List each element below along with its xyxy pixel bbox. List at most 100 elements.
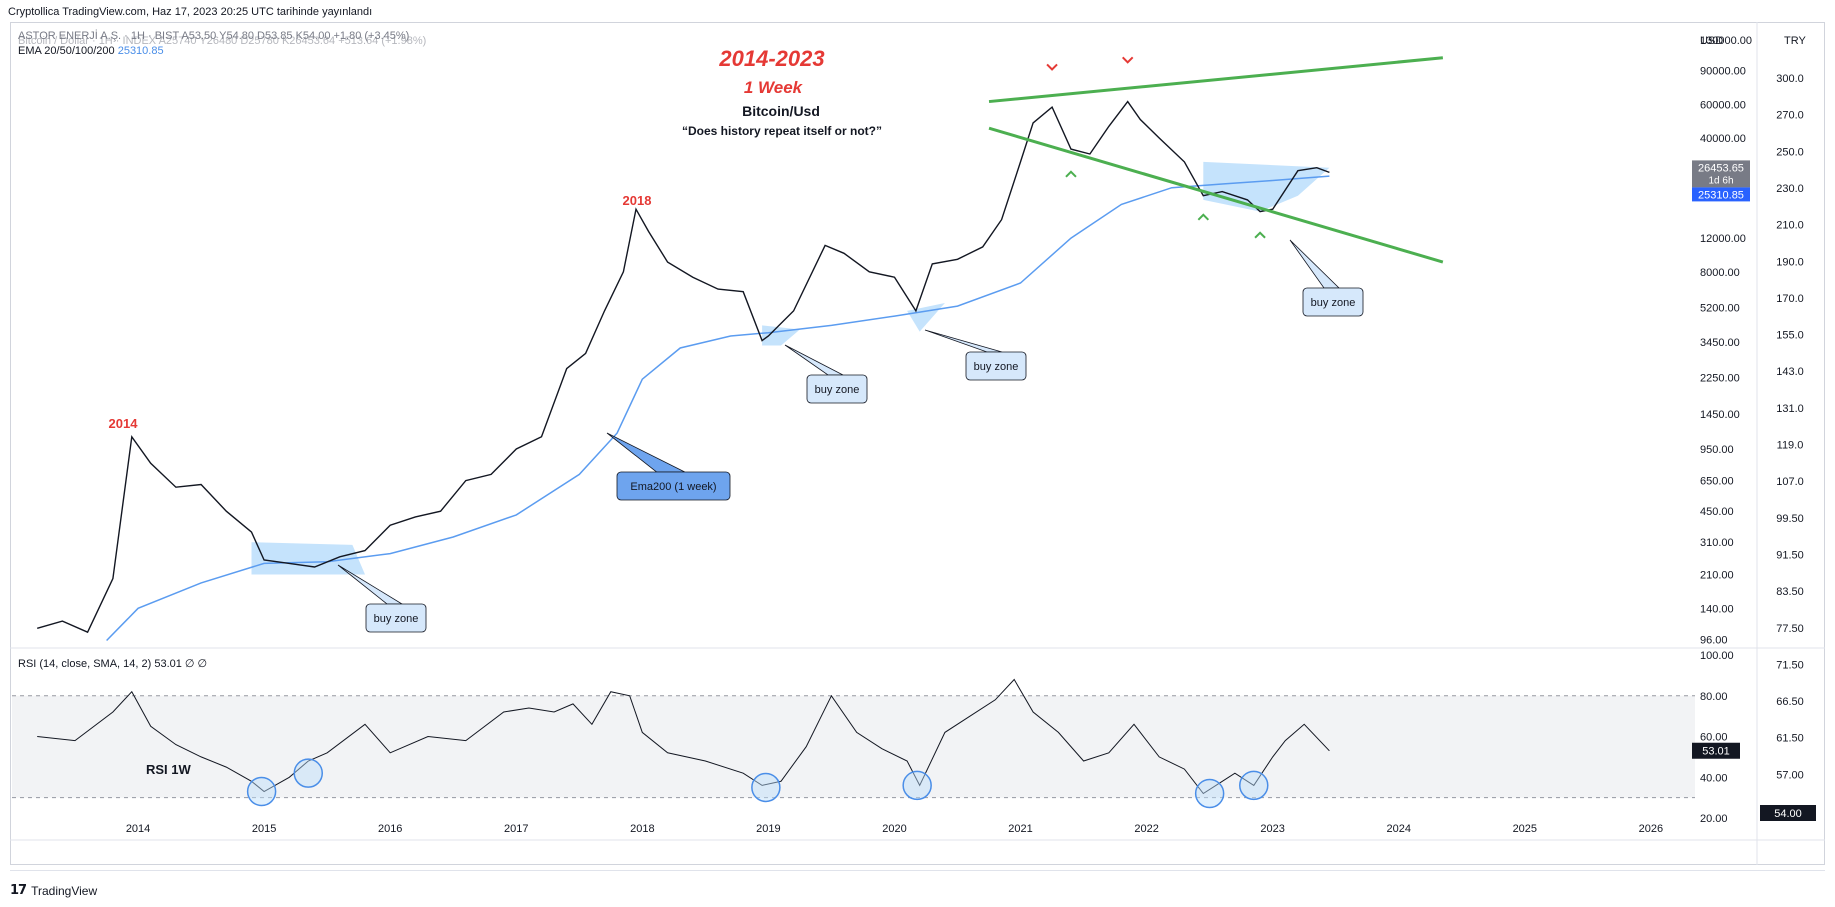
price-tick-label: 130000.00 — [1700, 35, 1752, 47]
price-tick-label: 210.00 — [1700, 570, 1734, 582]
buy-zone-callout — [365, 603, 427, 633]
price-tick-label: 8000.00 — [1700, 267, 1740, 279]
buy-zone-callout-pointer — [784, 344, 844, 376]
tradingview-logo[interactable]: 17 TradingView — [10, 883, 97, 898]
rsi-legend[interactable]: RSI (14, close, SMA, 14, 2) 53.01 ∅ ∅ — [18, 657, 207, 670]
buy-zone-callout-pointer — [337, 564, 404, 605]
title-period: 1 Week — [744, 78, 804, 97]
time-tick-label: 2020 — [882, 823, 906, 835]
rsi-plot[interactable] — [12, 678, 1695, 809]
time-tick-label: 2022 — [1134, 823, 1158, 835]
try-tick-label: 210.0 — [1776, 220, 1804, 232]
ema-legend-label: EMA 20/50/100/200 — [18, 45, 115, 57]
price-tick-label: 650.00 — [1700, 476, 1734, 488]
axes: 130000.00 90000.00 60000.00 40000.00 12000.0… — [126, 35, 1816, 835]
buy-zone-callout-pointer — [924, 329, 1003, 353]
price-tick-label: 140.00 — [1700, 603, 1734, 615]
published-caption: Cryptollica TradingView.com, Haz 17, 202… — [8, 6, 373, 18]
symbol-line: ASTOR ENERJİ A.Ş. · 1H · BIST A53.50 Y54… — [18, 30, 410, 42]
price-tick-label: 950.00 — [1700, 444, 1734, 456]
time-tick-label: 2021 — [1008, 823, 1032, 835]
price-tick-label: 5200.00 — [1700, 303, 1740, 315]
price-tick-label: 450.00 — [1700, 506, 1734, 518]
oversold-circle — [1194, 778, 1225, 809]
buy-zone-area — [907, 303, 945, 332]
ema-callout-label: Ema200 (1 week) — [630, 481, 716, 493]
tv-brand: TradingView — [31, 883, 98, 898]
try-tick-label: 155.0 — [1776, 330, 1804, 342]
rsi-tick-label: 40.00 — [1700, 772, 1728, 784]
price-tick-label: 40000.00 — [1700, 133, 1746, 145]
time-tick-label: 2026 — [1639, 823, 1663, 835]
ema-callout — [616, 471, 731, 501]
time-tick-label: 2015 — [252, 823, 276, 835]
rsi-legend-text: RSI (14, close, SMA, 14, 2) 53.01 ∅ ∅ — [18, 658, 208, 670]
price-tick-label: 2250.00 — [1700, 372, 1740, 384]
try-tick-label: 170.0 — [1776, 293, 1804, 305]
top-marker-icon — [1046, 63, 1058, 71]
last-price-badge — [1692, 160, 1750, 188]
price-axis-unit: USD — [1700, 35, 1723, 47]
last-price-value: 26453.65 — [1698, 162, 1744, 174]
try-tick-label: 270.0 — [1776, 110, 1804, 122]
rsi-1w-label: RSI 1W — [146, 762, 192, 777]
buy-zone-callout-label: buy zone — [815, 384, 860, 396]
symbol-legend-overlay: Bitcoin / Dollar · 1H · INDEX A25740 Y26… — [18, 35, 426, 47]
rsi-last-badge — [1692, 742, 1740, 759]
time-tick-label: 2014 — [126, 823, 150, 835]
rsi-tick-label: 20.00 — [1700, 813, 1728, 825]
try-tick-label: 119.0 — [1777, 440, 1804, 452]
bottom-marker-icon — [1197, 213, 1210, 221]
oversold-circle — [246, 776, 277, 807]
title-years: 2014-2023 — [718, 46, 824, 71]
time-tick-label: 2023 — [1260, 823, 1284, 835]
buy-zone-callout-label: buy zone — [374, 613, 419, 625]
time-tick-label: 2024 — [1386, 823, 1410, 835]
last-price-countdown: 1d 6h — [1708, 175, 1733, 186]
price-plot[interactable] — [37, 56, 1444, 642]
try-tick-label: 230.0 — [1776, 183, 1804, 195]
try-tick-label: 71.50 — [1776, 659, 1804, 671]
try-tick-label: 61.50 — [1776, 733, 1804, 745]
try-axis-unit: TRY — [1784, 35, 1806, 47]
rsi-band — [12, 695, 1695, 798]
time-tick-label: 2018 — [630, 823, 654, 835]
lower-trendline — [988, 126, 1444, 264]
try-tick-label: 83.50 — [1776, 586, 1804, 598]
peak-label-2018: 2018 — [623, 193, 652, 208]
try-tick-label: 66.50 — [1776, 696, 1804, 708]
title-question: “Does history repeat itself or not?” — [682, 124, 882, 138]
time-tick-label: 2019 — [756, 823, 780, 835]
time-tick-label: 2025 — [1513, 823, 1537, 835]
price-tick-label: 96.00 — [1700, 635, 1728, 647]
oversold-circle — [293, 758, 324, 788]
try-tick-label: 91.50 — [1776, 549, 1804, 561]
buy-zone-callout-label: buy zone — [974, 361, 1019, 373]
time-tick-label: 2017 — [504, 823, 528, 835]
price-line — [37, 100, 1330, 634]
price-tick-label: 90000.00 — [1700, 66, 1746, 78]
try-tick-label: 300.0 — [1776, 73, 1804, 85]
rsi-last-value: 53.01 — [1702, 746, 1730, 758]
ema-legend[interactable]: EMA 20/50/100/200 25310.85 — [18, 45, 164, 57]
try-tick-label: 77.50 — [1776, 623, 1804, 635]
price-tick-label: 12000.00 — [1700, 233, 1746, 245]
symbol-legend[interactable]: ASTOR ENERJİ A.Ş. · 1H · BIST A53.50 Y54… — [18, 30, 409, 42]
ema-last-value: 25310.85 — [1698, 189, 1744, 201]
ema-legend-value: 25310.85 — [117, 45, 164, 57]
try-tick-label: 99.50 — [1776, 513, 1804, 525]
buy-zone-callout — [1302, 287, 1364, 317]
price-tick-label: 3450.00 — [1700, 337, 1740, 349]
try-tick-label: 107.0 — [1776, 476, 1804, 488]
try-tick-label: 190.0 — [1776, 256, 1804, 268]
buy-zone-callout — [965, 351, 1027, 381]
title-pair: Bitcoin/Usd — [742, 103, 820, 119]
price-tick-label: 1450.00 — [1700, 409, 1740, 421]
rsi-tick-label: 100.00 — [1700, 650, 1734, 662]
tv-logo-icon: 17 — [10, 883, 27, 898]
buy-zone-area — [762, 325, 800, 346]
try-tick-label: 250.0 — [1776, 146, 1804, 158]
price-tick-label: 310.00 — [1700, 537, 1734, 549]
oversold-circle — [751, 772, 781, 803]
